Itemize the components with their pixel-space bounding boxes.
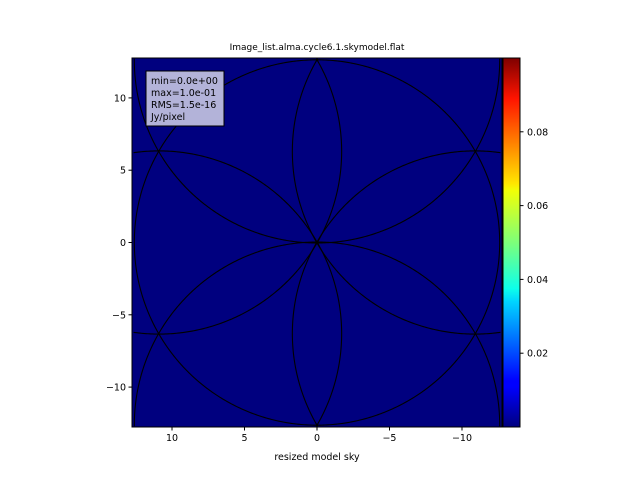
x-tick-label: −10 bbox=[452, 433, 472, 444]
y-tick-label: 10 bbox=[114, 93, 126, 104]
colorbar-tick-label: 0.08 bbox=[527, 127, 548, 138]
colorbar-tick-label: 0.02 bbox=[527, 349, 548, 360]
stats-box: min=0.0e+00 max=1.0e-01 RMS=1.5e-16 Jy/p… bbox=[145, 70, 225, 127]
x-tick-label: 5 bbox=[241, 433, 247, 444]
x-axis: 10 5 0 −5 −10 bbox=[166, 427, 472, 444]
contour-circle-3 bbox=[133, 58, 343, 335]
contour-circle-5 bbox=[133, 150, 343, 427]
contour-circle-6 bbox=[291, 150, 501, 427]
x-tick-label: 0 bbox=[314, 433, 320, 444]
chart-title: Image_list.alma.cycle6.1.skymodel.flat bbox=[230, 43, 405, 53]
stats-max: max=1.0e-01 bbox=[151, 88, 216, 99]
stats-unit: Jy/pixel bbox=[150, 112, 185, 123]
stats-min: min=0.0e+00 bbox=[151, 76, 218, 87]
y-tick-label: 0 bbox=[120, 238, 126, 249]
colorbar-tick-label: 0.06 bbox=[527, 201, 548, 212]
y-axis: 10 5 0 −5 −10 bbox=[106, 93, 132, 394]
colorbar-tick-label: 0.04 bbox=[527, 275, 548, 286]
x-tick-label: −5 bbox=[382, 433, 396, 444]
y-tick-label: −10 bbox=[106, 383, 126, 394]
contour-group bbox=[133, 58, 501, 427]
x-tick-label: 10 bbox=[166, 433, 178, 444]
colorbar bbox=[502, 57, 521, 428]
x-axis-label: resized model sky bbox=[274, 452, 360, 463]
colorbar-axis: 0.02 0.04 0.06 0.08 bbox=[520, 127, 548, 360]
y-tick-label: 5 bbox=[120, 166, 126, 177]
stats-rms: RMS=1.5e-16 bbox=[151, 100, 216, 111]
y-tick-label: −5 bbox=[112, 310, 126, 321]
contour-circle-0 bbox=[133, 59, 501, 426]
